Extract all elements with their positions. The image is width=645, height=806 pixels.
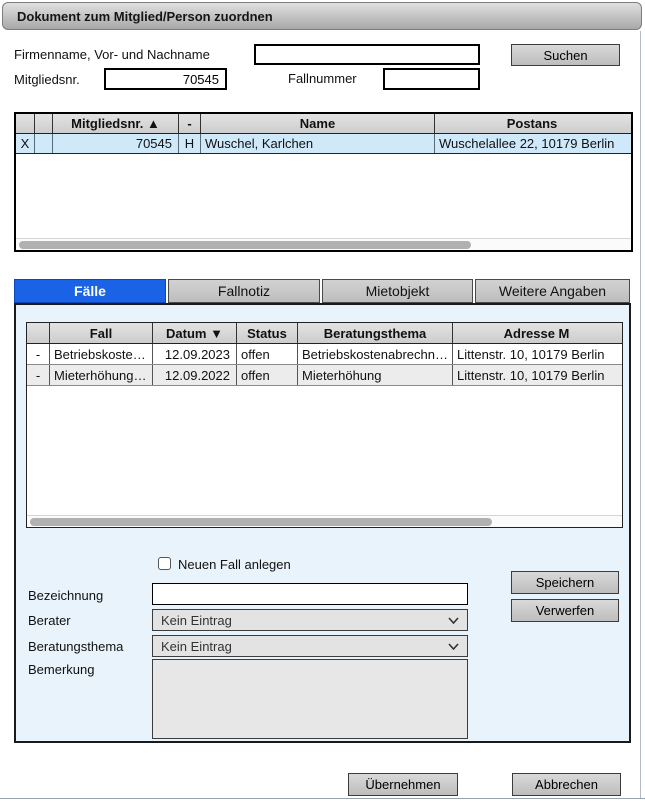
berater-select[interactable]: Kein Eintrag: [152, 609, 468, 631]
case-cell-datum: 12.09.2022: [153, 365, 237, 385]
member-number-input[interactable]: [104, 68, 227, 90]
dialog-title-bar: Dokument zum Mitglied/Person zuordnen: [2, 2, 642, 30]
member-cell-name: Wuschel, Karlchen: [201, 134, 435, 153]
search-button[interactable]: Suchen: [511, 44, 620, 66]
members-header-dash[interactable]: -: [179, 114, 201, 133]
members-header-postanschrift[interactable]: Postans: [506, 116, 558, 131]
case-cell-fall: Betriebskoste…: [50, 344, 153, 364]
members-table-scroll-thumb[interactable]: [19, 241, 471, 249]
case-number-input[interactable]: [383, 68, 480, 90]
tab-fallnotiz[interactable]: Fallnotiz: [168, 279, 320, 303]
window-right-border: [640, 31, 641, 798]
member-row-selected[interactable]: X 70545 H Wuschel, Karlchen Wuschelallee…: [16, 134, 631, 154]
beratungsthema-select-value: Kein Eintrag: [161, 638, 232, 654]
member-cell-number: 70545: [53, 134, 179, 153]
case-cell-mark: -: [27, 365, 50, 385]
cases-header-blank[interactable]: [27, 323, 50, 343]
case-cell-mark: -: [27, 344, 50, 364]
case-cell-datum: 12.09.2023: [153, 344, 237, 364]
save-button[interactable]: Speichern: [511, 571, 619, 594]
tab-mietobjekt[interactable]: Mietobjekt: [322, 279, 473, 303]
members-table: Mitgliedsnr. ▲ - Name Postans X 70545 H …: [14, 112, 633, 252]
members-header-blank[interactable]: [35, 114, 53, 133]
members-header-name[interactable]: Name: [201, 114, 435, 133]
members-header-mitgliedsnr[interactable]: Mitgliedsnr. ▲: [53, 114, 179, 133]
member-cell-type: H: [179, 134, 201, 153]
members-table-header: Mitgliedsnr. ▲ - Name Postans: [16, 114, 631, 134]
cases-table-empty-area: [27, 386, 622, 515]
bezeichnung-label: Bezeichnung: [28, 588, 104, 603]
case-cell-status: offen: [237, 344, 298, 364]
bemerkung-label: Bemerkung: [28, 662, 95, 677]
new-case-checkbox-label: Neuen Fall anlegen: [178, 557, 291, 572]
bemerkung-textarea[interactable]: [152, 659, 468, 739]
berater-select-value: Kein Eintrag: [161, 612, 232, 628]
tab-faelle[interactable]: Fälle: [14, 279, 166, 303]
discard-button[interactable]: Verwerfen: [511, 599, 619, 622]
members-table-hscrollbar[interactable]: [16, 238, 631, 250]
apply-button[interactable]: Übernehmen: [348, 773, 458, 796]
cases-header-fall[interactable]: Fall: [50, 323, 153, 343]
window-bottom-border: [0, 798, 645, 799]
member-cell-selected-mark: X: [16, 134, 35, 153]
new-case-checkbox[interactable]: [158, 557, 171, 570]
faelle-tab-panel: Fall Datum ▼ Status Beratungsthema Adres…: [14, 303, 631, 743]
cases-header-adresse[interactable]: Adresse M: [503, 325, 570, 341]
berater-label: Berater: [28, 613, 71, 628]
member-cell-blank: [35, 134, 53, 153]
cases-header-datum[interactable]: Datum ▼: [153, 323, 237, 343]
name-search-input[interactable]: [254, 44, 480, 65]
beratungsthema-select[interactable]: Kein Eintrag: [152, 635, 468, 657]
cases-table: Fall Datum ▼ Status Beratungsthema Adres…: [26, 322, 623, 528]
bezeichnung-input[interactable]: [152, 583, 468, 605]
cases-table-header: Fall Datum ▼ Status Beratungsthema Adres…: [27, 323, 622, 344]
cases-header-status[interactable]: Status: [237, 323, 298, 343]
case-cell-fall: Mieterhöhung…: [50, 365, 153, 385]
tab-weitere-angaben[interactable]: Weitere Angaben: [475, 279, 630, 303]
case-number-label: Fallnummer: [288, 71, 357, 86]
dialog-title: Dokument zum Mitglied/Person zuordnen: [17, 8, 273, 24]
case-cell-adresse: Littenstr. 10, 10179 Berlin: [457, 346, 605, 362]
case-cell-adresse: Littenstr. 10, 10179 Berlin: [457, 367, 605, 383]
chevron-down-icon: [448, 642, 459, 650]
case-cell-thema: Betriebskostenabrechn…: [298, 344, 453, 364]
member-cell-address: Wuschelallee 22, 10179 Berlin: [439, 136, 615, 151]
beratungsthema-label: Beratungsthema: [28, 639, 124, 654]
chevron-down-icon: [448, 616, 459, 624]
case-row[interactable]: - Betriebskoste… 12.09.2023 offen Betrie…: [27, 344, 622, 365]
members-header-select[interactable]: [16, 114, 35, 133]
cases-header-beratungsthema[interactable]: Beratungsthema: [298, 323, 453, 343]
case-row[interactable]: - Mieterhöhung… 12.09.2022 offen Mieterh…: [27, 365, 622, 386]
name-search-label: Firmenname, Vor- und Nachname: [14, 47, 210, 62]
members-table-empty-area: [16, 154, 631, 238]
cases-table-scroll-thumb[interactable]: [30, 518, 492, 526]
cancel-button[interactable]: Abbrechen: [512, 773, 621, 796]
cases-table-hscrollbar[interactable]: [27, 515, 622, 527]
case-cell-thema: Mieterhöhung: [298, 365, 453, 385]
member-number-label: Mitgliedsnr.: [14, 72, 80, 87]
case-cell-status: offen: [237, 365, 298, 385]
